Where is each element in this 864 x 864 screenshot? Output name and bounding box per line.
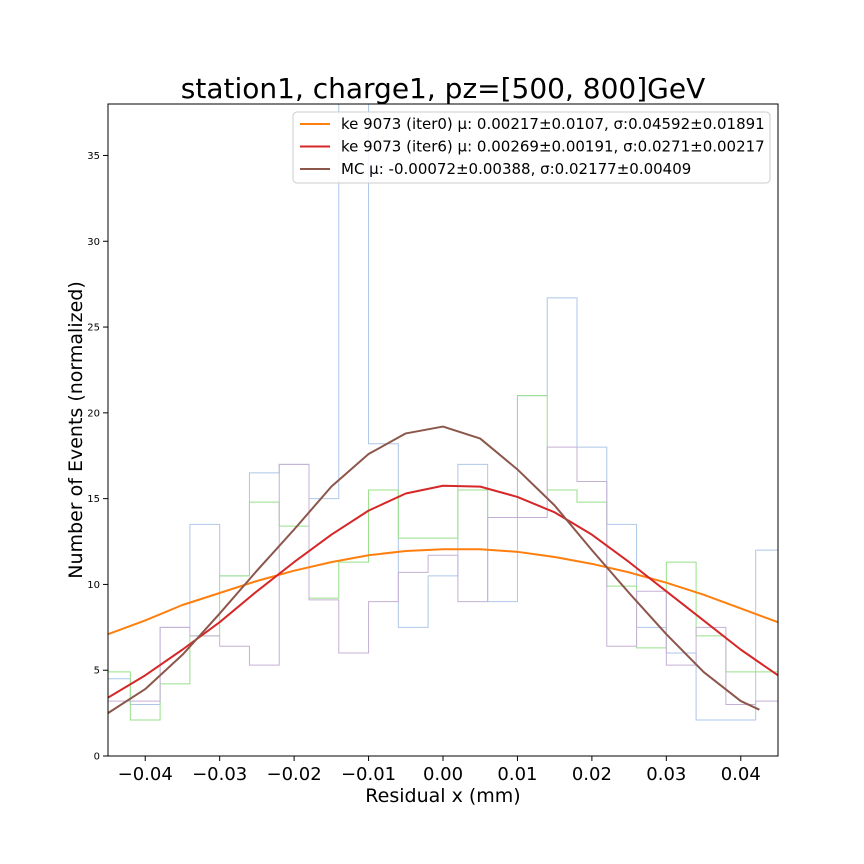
legend: ke 9073 (iter0) μ: 0.00217±0.0107, σ:0.0… xyxy=(292,111,771,184)
x-tick-label: −0.01 xyxy=(341,764,396,785)
chart-title: station1, charge1, pz=[500, 800]GeV xyxy=(181,72,705,105)
x-tick-label: 0.01 xyxy=(497,764,537,785)
y-tick-label: 15 xyxy=(87,494,100,505)
histogram-3 xyxy=(108,446,778,706)
series-layer xyxy=(108,425,778,714)
x-tick-label: 0.03 xyxy=(646,764,686,785)
x-tick-label: 0.02 xyxy=(572,764,612,785)
legend-label-3: MC μ: -0.00072±0.00388, σ:0.02177±0.0040… xyxy=(341,160,691,178)
histogram-layer xyxy=(108,104,778,721)
series-line-2 xyxy=(108,484,778,699)
x-tick-label: −0.03 xyxy=(192,764,247,785)
y-axis-ticks: 0 5 10 15 20 25 30 35 xyxy=(87,151,108,763)
y-tick-label: 35 xyxy=(87,151,100,162)
x-axis-label: Residual x (mm) xyxy=(365,785,520,807)
y-tick-label: 0 xyxy=(94,752,100,763)
x-tick-label: −0.04 xyxy=(118,764,173,785)
y-axis-label: Number of Events (normalized) xyxy=(65,281,87,579)
y-tick-label: 20 xyxy=(87,408,100,419)
x-tick-label: −0.02 xyxy=(267,764,322,785)
y-tick-label: 25 xyxy=(87,323,100,334)
y-tick-label: 10 xyxy=(87,580,100,591)
x-tick-label: 0.00 xyxy=(423,764,463,785)
legend-box xyxy=(292,111,771,184)
series-line-1 xyxy=(108,548,778,636)
legend-label-2: ke 9073 (iter6) μ: 0.00269±0.00191, σ:0.… xyxy=(341,138,765,156)
x-axis-ticks: −0.04 −0.03 −0.02 −0.01 0.00 0.01 0.02 0.03 0.04 xyxy=(118,756,761,785)
series-line-3 xyxy=(108,425,760,714)
y-tick-label: 5 xyxy=(94,666,100,677)
y-tick-label: 30 xyxy=(87,237,100,248)
x-tick-label: 0.04 xyxy=(721,764,761,785)
legend-label-1: ke 9073 (iter0) μ: 0.00217±0.0107, σ:0.0… xyxy=(341,115,765,133)
